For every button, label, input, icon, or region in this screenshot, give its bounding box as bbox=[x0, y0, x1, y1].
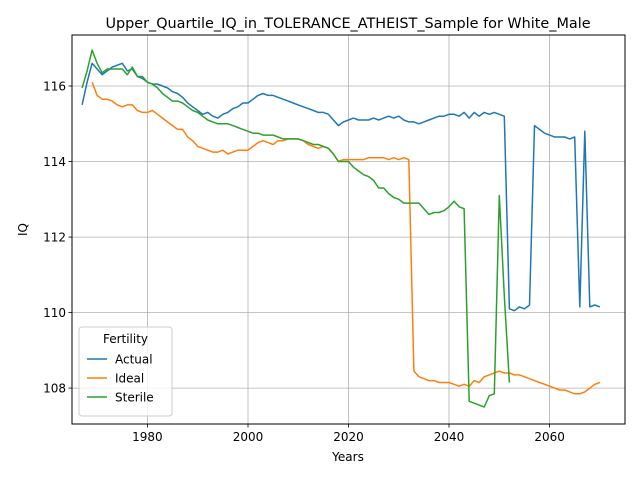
series-layer bbox=[81, 49, 601, 408]
chart-title: Upper_Quartile_IQ_in_TOLERANCE_ATHEIST_S… bbox=[105, 16, 590, 32]
legend-title: Fertility bbox=[103, 332, 148, 346]
x-axis: 1980 2000 2020 2040 2060 bbox=[132, 424, 565, 444]
y-tick-label: 116 bbox=[43, 79, 66, 93]
legend-label-actual: Actual bbox=[115, 352, 153, 366]
x-axis-label: Years bbox=[331, 450, 364, 464]
legend-label-ideal: Ideal bbox=[115, 371, 144, 385]
y-tick-label: 112 bbox=[43, 230, 66, 244]
legend: Fertility Actual Ideal Sterile bbox=[78, 326, 173, 417]
y-axis-label: IQ bbox=[16, 223, 30, 236]
x-tick-label: 2060 bbox=[534, 430, 565, 444]
x-tick-label: 2000 bbox=[233, 430, 264, 444]
y-tick-label: 108 bbox=[43, 381, 66, 395]
series-line-actual bbox=[81, 62, 601, 312]
series-line-ideal bbox=[91, 81, 601, 395]
x-tick-label: 2040 bbox=[434, 430, 465, 444]
y-tick-label: 114 bbox=[43, 155, 66, 169]
y-axis: 108 110 112 114 116 bbox=[43, 79, 72, 395]
x-tick-label: 1980 bbox=[132, 430, 163, 444]
legend-frame bbox=[78, 326, 173, 417]
x-tick-label: 2020 bbox=[333, 430, 364, 444]
legend-label-sterile: Sterile bbox=[115, 390, 154, 404]
series-line-sterile bbox=[81, 49, 511, 408]
y-tick-label: 110 bbox=[43, 306, 66, 320]
